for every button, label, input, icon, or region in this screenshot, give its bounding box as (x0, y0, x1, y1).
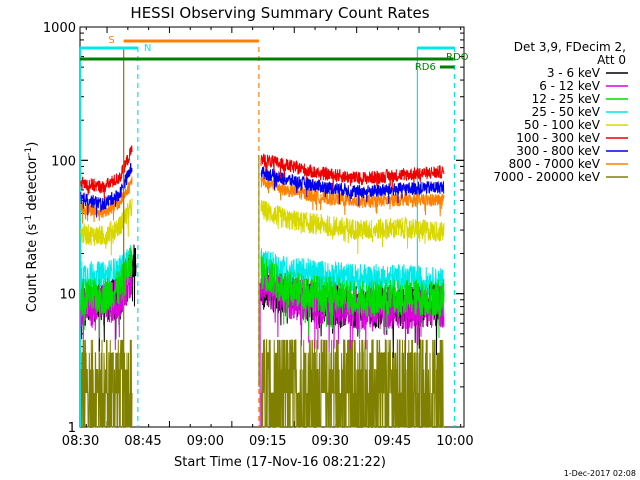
series-lines (80, 47, 445, 428)
legend-header-line-1: Det 3,9, FDecim 2, (514, 40, 626, 54)
legend-entry-label: 50 - 100 keV (524, 118, 601, 132)
series-line (260, 248, 445, 314)
y-axis-label-sup-1: -1 (24, 215, 34, 224)
x-tick-label: 09:15 (249, 434, 286, 449)
y-axis-label-mid: detector (25, 155, 40, 215)
x-tick-label: 08:45 (124, 434, 161, 449)
series-line (260, 176, 445, 217)
x-tick-label: 09:45 (374, 434, 411, 449)
legend-entry-label: 3 - 6 keV (547, 66, 601, 80)
flag-label-rdo: RDO (446, 52, 469, 63)
legend-entry-label: 12 - 25 keV (532, 92, 601, 106)
series-line (260, 153, 445, 191)
x-tick-label: 09:00 (187, 434, 224, 449)
x-tick-label: 09:30 (311, 434, 348, 449)
legend-entry-label: 300 - 800 keV (516, 144, 600, 158)
flag-label-rd6: RD6 (415, 62, 436, 73)
legend-entry-label: 100 - 300 keV (516, 131, 600, 145)
legend-entry-label: 7000 - 20000 keV (493, 170, 600, 184)
series-line (260, 339, 444, 428)
x-axis-label: Start Time (17-Nov-16 08:21:22) (174, 455, 386, 470)
flag-bars: S N RDO RD6 (80, 35, 469, 73)
y-tick-label: 1 (68, 421, 76, 436)
y-tick-label: 1000 (43, 21, 76, 36)
y-tick-label: 100 (51, 154, 76, 169)
chart-title: HESSI Observing Summary Count Rates (130, 4, 429, 22)
series-line (260, 166, 445, 207)
flag-label-n: N (144, 43, 151, 54)
series-line (260, 254, 445, 340)
y-axis-label-end: ) (25, 142, 40, 147)
y-axis-tick-labels: 1 10 100 1000 (43, 21, 76, 436)
legend-entry-label: 6 - 12 keV (539, 79, 601, 93)
footer-timestamp: 1-Dec-2017 02:08 (564, 469, 636, 478)
y-axis-label: Count Rate (s-1 detector-1) (24, 142, 40, 313)
x-axis-tick-labels: 08:30 08:45 09:00 09:15 09:30 09:45 10:00 (62, 434, 474, 449)
series-line (80, 145, 133, 200)
flag-label-s: S (108, 35, 114, 46)
legend-header-line-2: Att 0 (597, 53, 626, 67)
series-line (260, 199, 445, 255)
series-line (80, 339, 133, 428)
y-axis-label-sup-2: -1 (24, 147, 34, 156)
legend-entry-label: 25 - 50 keV (532, 105, 601, 119)
legend-entry-label: 800 - 7000 keV (509, 157, 601, 171)
y-axis-label-main: Count Rate (s (25, 224, 40, 313)
x-tick-label: 10:00 (436, 434, 473, 449)
x-tick-label: 08:30 (62, 434, 99, 449)
y-tick-label: 10 (59, 288, 76, 303)
